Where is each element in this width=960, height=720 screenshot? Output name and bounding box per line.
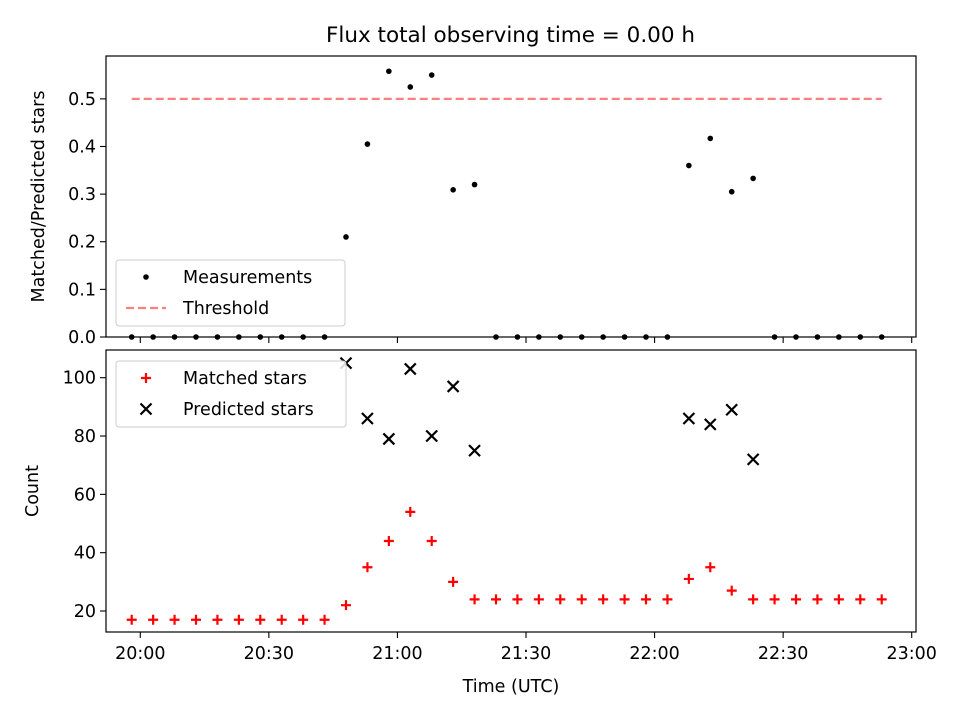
x-tick-label: 20:30 (244, 644, 294, 664)
point-27 (705, 562, 716, 573)
point-31 (791, 594, 801, 605)
point-13 (405, 506, 416, 517)
y-tick-label: 0.1 (68, 280, 96, 300)
bottom-axes: 20:00 20:30 21:00 21:30 22:00 22:30 23:00 20 40… (23, 349, 937, 697)
legend-label: Threshold (182, 299, 269, 319)
point-5 (446, 380, 460, 393)
point-6 (255, 614, 266, 625)
point-2 (169, 614, 180, 625)
point-9 (319, 614, 330, 625)
point-27 (707, 135, 714, 142)
legend-label: Measurements (183, 268, 312, 288)
y-tick-label: 40 (74, 544, 96, 564)
point-7 (276, 614, 287, 625)
point-4 (425, 429, 438, 443)
top-legend: Measurements Threshold (115, 259, 346, 327)
bottom-xlabel: Time (UTC) (462, 677, 560, 697)
point-23 (619, 594, 630, 605)
point-13 (407, 84, 414, 90)
point-25 (662, 594, 673, 605)
y-tick-label: 0.2 (68, 233, 96, 253)
y-tick-label: 0.3 (68, 185, 96, 205)
point-20 (555, 594, 566, 605)
figure-title: Flux total observing time = 0.00 h (326, 23, 695, 48)
point-19 (533, 594, 544, 605)
point-22 (598, 594, 609, 605)
point-10 (746, 453, 760, 466)
point-7 (682, 412, 696, 425)
point-21 (576, 594, 587, 605)
point-0 (126, 614, 137, 625)
point-18 (512, 594, 523, 605)
point-10 (341, 600, 351, 611)
series-matched-stars (126, 506, 887, 625)
y-tick-label: 20 (74, 602, 96, 622)
point-10 (343, 234, 349, 240)
point-15 (448, 576, 459, 587)
point-28 (728, 188, 735, 195)
legend-label: Predicted stars (183, 400, 314, 420)
x-tick-label: 22:30 (758, 644, 808, 664)
legend-handle (143, 274, 149, 280)
y-tick-label: 100 (63, 369, 96, 389)
x-tick-label: 23:00 (886, 644, 936, 664)
point-26 (686, 162, 692, 169)
point-3 (191, 614, 201, 625)
point-12 (386, 68, 392, 75)
point-17 (491, 594, 501, 605)
point-14 (428, 72, 435, 78)
legend-label: Matched stars (183, 369, 307, 389)
point-1 (148, 614, 159, 625)
x-tick-label: 20:00 (115, 644, 165, 664)
point-8 (298, 614, 309, 625)
y-tick-label: 0.0 (68, 328, 96, 348)
point-28 (726, 585, 737, 596)
top-ylabel: Matched/Predicted stars (29, 91, 49, 303)
bottom-legend: Matched stars Predicted stars (115, 360, 347, 428)
point-14 (426, 536, 437, 547)
point-34 (855, 594, 866, 605)
point-26 (683, 573, 694, 584)
point-2 (382, 432, 396, 446)
point-1 (361, 412, 374, 425)
point-29 (748, 594, 759, 605)
legend-handle (139, 402, 153, 416)
point-4 (212, 614, 223, 625)
legend-box (115, 360, 347, 428)
point-3 (404, 362, 417, 376)
y-tick-label: 0.5 (68, 90, 96, 110)
point-6 (468, 444, 481, 457)
bottom-ylabel: Count (23, 465, 43, 517)
point-12 (383, 536, 394, 547)
x-tick-label: 21:30 (501, 644, 551, 664)
point-30 (769, 594, 780, 605)
x-tick-label: 21:00 (372, 644, 422, 664)
point-16 (471, 181, 478, 188)
point-35 (876, 594, 887, 605)
x-tick-label: 22:00 (629, 644, 679, 664)
legend-box (115, 259, 346, 327)
point-16 (469, 594, 480, 605)
top-axes: 0.0 0.1 0.2 0.3 0.4 0.5 Matched/Predicted sta… (29, 55, 917, 348)
point-32 (812, 594, 823, 605)
y-tick-label: 0.4 (68, 137, 96, 157)
point-11 (364, 141, 371, 147)
point-33 (833, 594, 844, 605)
point-24 (641, 594, 651, 605)
y-tick-label: 80 (74, 427, 96, 447)
point-11 (362, 562, 373, 573)
point-9 (725, 403, 738, 417)
point-5 (233, 614, 244, 625)
legend-handle (141, 373, 151, 383)
y-tick-label: 60 (74, 485, 96, 505)
point-15 (450, 187, 456, 193)
point-29 (750, 175, 756, 182)
point-8 (704, 418, 717, 431)
